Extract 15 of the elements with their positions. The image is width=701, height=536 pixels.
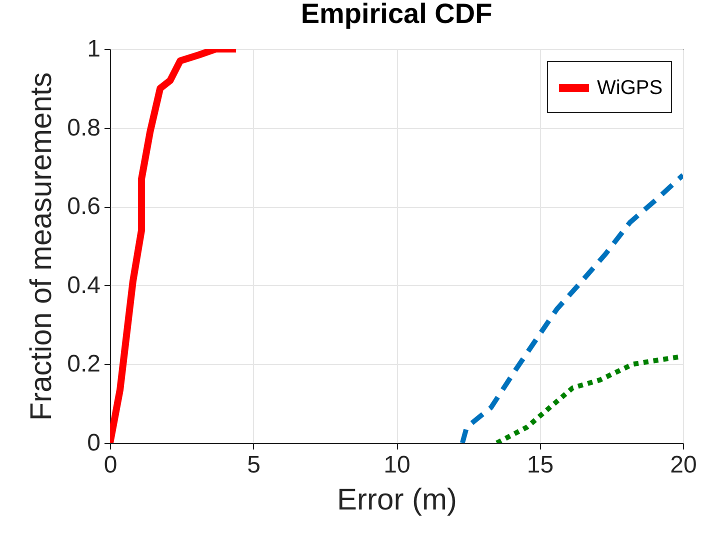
- y-tick-label: 0: [87, 430, 100, 456]
- x-tick-label: 20: [670, 452, 697, 478]
- y-tick-label: 0.6: [67, 193, 100, 220]
- x-tick-label: 0: [104, 452, 118, 478]
- y-tick-label: 0.4: [67, 272, 100, 299]
- chart-title: Empirical CDF: [300, 0, 492, 29]
- legend-label: WiGPS: [597, 77, 663, 99]
- y-axis-title: Fraction of measurements: [25, 72, 58, 421]
- y-tick-label: 1: [87, 36, 100, 62]
- x-tick-label: 5: [247, 452, 260, 478]
- y-tick-label: 0.8: [67, 114, 100, 142]
- x-axis-title: Error (m): [337, 484, 457, 516]
- x-tick-label: 15: [526, 452, 554, 478]
- x-tick-label: 10: [384, 452, 410, 478]
- y-tick-label: 0.2: [67, 350, 100, 378]
